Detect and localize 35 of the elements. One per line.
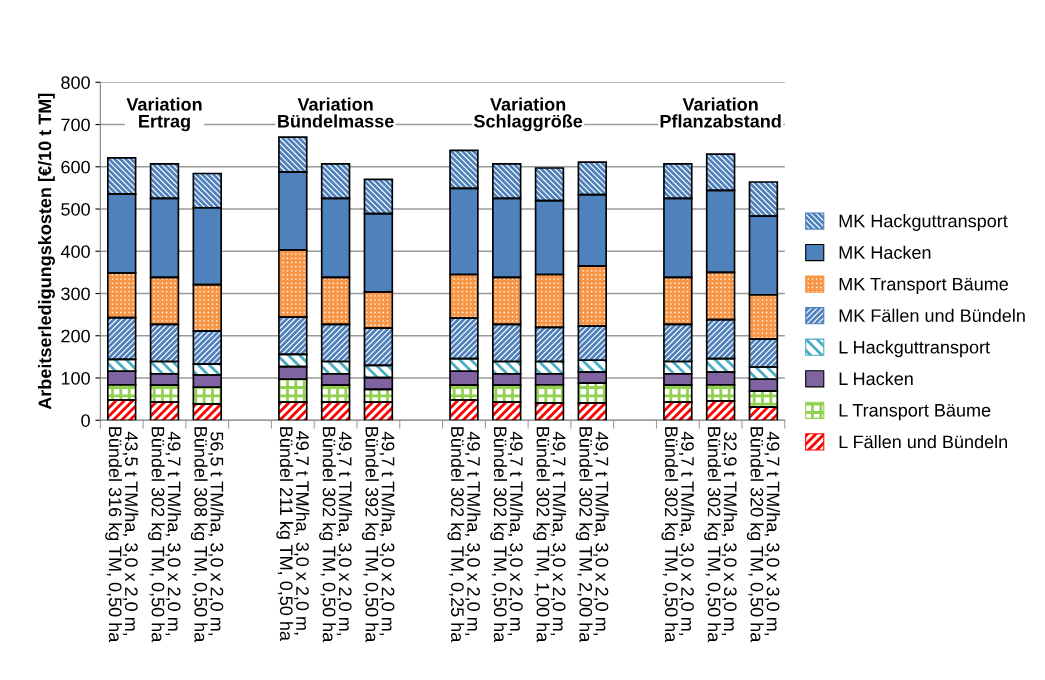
x-tick-label: 49,7 t TM/ha, 3,0 x 2,0 m, Bündel 302 kg TM, 0,50 ha bbox=[490, 427, 524, 643]
y-tick-label: 500 bbox=[61, 202, 90, 216]
annotation: Variation Schlaggröße bbox=[473, 97, 583, 132]
annotation: Variation Pflanzabstand bbox=[660, 97, 781, 128]
x-tick-label: 49,7 t TM/ha, 3,0 x 3,0 m, Bündel 320 kg TM, 0,50 ha bbox=[746, 427, 780, 643]
x-tick-label: 49,7 t TM/ha, 3,0 x 2,0 m, Bündel 302 kg TM, 0,50 ha bbox=[147, 427, 181, 643]
y-tick-label: 100 bbox=[61, 371, 90, 385]
legend-label: L Hackguttransport bbox=[839, 340, 990, 358]
x-tick-label: 49,7 t TM/ha, 3,0 x 2,0 m, Bündel 302 kg TM, 1,00 ha bbox=[533, 427, 567, 643]
x-tick-label: 49,7 t TM/ha, 3,0 x 2,0 m, Bündel 392 kg TM, 0,50 ha bbox=[361, 427, 395, 643]
x-tick-label: 43,5 t TM/ha, 3,0 x 2,0 m, Bündel 316 kg TM, 0,50 ha bbox=[105, 427, 139, 643]
x-tick-label: 49,7 t TM/ha, 3,0 x 2,0 m, Bündel 302 kg TM, 2,00 ha bbox=[575, 427, 609, 643]
y-tick-label: 200 bbox=[61, 329, 90, 343]
x-tick-label: 49,7 t TM/ha, 3,0 x 2,0 m, Bündel 302 kg TM, 0,25 ha bbox=[447, 427, 481, 643]
y-tick-label: 300 bbox=[61, 287, 90, 301]
legend-label: MK Fällen und Bündeln bbox=[839, 308, 1025, 323]
x-tick-label: 49,7 t TM/ha, 3,0 x 2,0 m, Bündel 302 kg TM, 0,50 ha bbox=[319, 427, 353, 643]
y-tick-label: 600 bbox=[61, 160, 90, 174]
legend-label: MK Transport Bäume bbox=[839, 277, 1008, 295]
legend-label: L Fällen und Bündeln bbox=[839, 434, 1008, 449]
y-axis-title: Arbeitserledigungskosten [€/10 t TM] bbox=[38, 93, 55, 410]
y-tick-label: 700 bbox=[61, 118, 90, 132]
x-tick-label: 32,9 t TM/ha, 3,0 x 3,0 m, Bündel 302 kg TM, 0,50 ha bbox=[704, 427, 738, 643]
y-tick-label: 400 bbox=[60, 245, 90, 258]
legend-label: L Transport Bäume bbox=[839, 404, 991, 421]
legend-label: MK Hackguttransport bbox=[839, 214, 1008, 231]
x-tick-label: 56,5 t TM/ha, 3,0 x 2,0 m, Bündel 308 kg TM, 0,50 ha bbox=[190, 427, 224, 643]
annotation: Variation Bündelmasse bbox=[278, 97, 394, 128]
y-tick-label: 800 bbox=[61, 76, 90, 89]
y-tick-label: 0 bbox=[81, 414, 90, 427]
annotation: Variation Ertrag bbox=[126, 97, 202, 132]
legend-label: L Hacken bbox=[839, 371, 913, 386]
legend-label: MK Hacken bbox=[839, 245, 931, 259]
x-tick-label: 49,7 t TM/ha, 3,0 x 2,0 m, Bündel 302 kg TM, 0,50 ha bbox=[661, 427, 695, 643]
x-tick-label: 49,7 t TM/ha, 3,0 x 2,0 m, Bündel 211 kg TM, 0,50 ha bbox=[276, 427, 310, 641]
